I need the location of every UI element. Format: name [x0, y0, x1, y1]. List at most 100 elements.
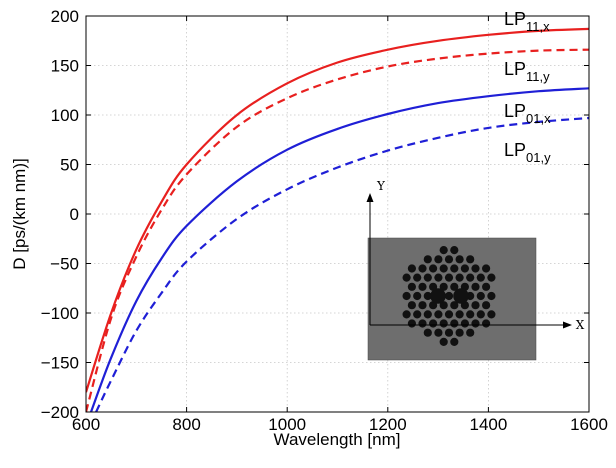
air-hole — [423, 328, 432, 337]
x-tick-label: 600 — [72, 415, 100, 434]
air-hole — [413, 273, 422, 282]
air-hole — [444, 255, 454, 264]
series-label-01-y: LP01,y — [504, 140, 551, 165]
air-hole — [444, 273, 454, 282]
air-hole — [466, 310, 475, 319]
y-tick-label: 200 — [51, 7, 79, 26]
air-hole — [418, 319, 427, 328]
air-hole — [450, 337, 459, 346]
air-hole — [455, 328, 464, 337]
air-hole — [407, 301, 416, 310]
y-tick-label: 0 — [70, 205, 79, 224]
series-line-11-x — [86, 27, 589, 393]
x-tick-label: 800 — [172, 415, 200, 434]
air-hole — [460, 264, 469, 273]
air-hole — [439, 319, 448, 328]
air-hole — [407, 282, 416, 291]
air-hole — [450, 246, 459, 255]
y-tick-label: 100 — [51, 106, 79, 125]
air-hole — [482, 301, 491, 310]
large-air-hole — [430, 288, 446, 304]
series-label-11-x: LP11,x — [504, 9, 550, 34]
inset-y-arrow-icon — [366, 193, 374, 202]
air-hole — [455, 310, 464, 319]
x-tick-label: 1400 — [469, 415, 507, 434]
air-hole — [423, 310, 432, 319]
air-hole — [471, 301, 480, 310]
x-axis-label: Wavelength [nm] — [274, 430, 401, 449]
large-air-hole — [453, 288, 469, 304]
air-hole — [439, 337, 448, 346]
air-hole — [444, 328, 454, 337]
air-hole — [476, 273, 485, 282]
y-tick-label: −150 — [41, 354, 79, 373]
air-hole — [471, 264, 480, 273]
air-hole — [476, 291, 485, 301]
y-tick-label: 150 — [51, 57, 79, 76]
air-hole — [482, 282, 491, 291]
air-hole — [476, 310, 485, 319]
air-hole — [439, 246, 448, 255]
air-hole — [450, 319, 459, 328]
series-label-11-y: LP11,y — [504, 59, 550, 84]
x-tick-label: 1600 — [570, 415, 608, 434]
air-hole — [444, 291, 454, 301]
air-hole — [471, 282, 480, 291]
air-hole — [418, 282, 427, 291]
air-hole — [407, 264, 416, 273]
series-label-01-x: LP01,x — [504, 101, 551, 126]
air-hole — [455, 255, 464, 264]
fiber-inset: Y X — [366, 179, 585, 361]
air-hole — [434, 328, 443, 337]
air-hole — [482, 319, 491, 328]
air-hole — [423, 273, 432, 282]
air-hole — [471, 319, 480, 328]
air-hole — [402, 310, 411, 319]
y-tick-label: −100 — [41, 304, 79, 323]
inset-y-axis-label: Y — [376, 179, 386, 193]
air-hole — [423, 291, 432, 301]
air-hole — [429, 319, 438, 328]
air-hole — [429, 264, 438, 273]
air-hole — [439, 264, 448, 273]
air-hole — [434, 310, 443, 319]
air-hole — [466, 273, 475, 282]
inset-x-arrow-icon — [563, 321, 572, 329]
air-hole — [423, 255, 432, 264]
air-hole — [439, 301, 448, 310]
air-hole — [466, 255, 475, 264]
air-hole — [434, 255, 443, 264]
air-hole — [487, 273, 496, 282]
series-layer — [86, 27, 589, 412]
x-tick-label: 1200 — [369, 415, 407, 434]
air-hole — [487, 291, 496, 301]
air-hole — [450, 264, 459, 273]
y-axis-label: D [ps/(km nm)] — [10, 158, 29, 269]
y-tick-label: 50 — [60, 156, 79, 175]
series-labels: LP11,x LP11,y LP01,x LP01,y — [504, 9, 551, 165]
air-hole — [402, 291, 411, 301]
air-hole — [418, 264, 427, 273]
y-tick-label: −50 — [50, 255, 79, 274]
air-hole — [444, 310, 454, 319]
air-hole — [450, 282, 459, 291]
air-hole — [466, 328, 475, 337]
air-hole — [413, 291, 422, 301]
air-hole — [434, 273, 443, 282]
air-hole — [413, 310, 422, 319]
tick-labels: 600 800 1000 1200 1400 1600 200 150 100 50 0 −50 −10… — [41, 7, 608, 434]
air-hole — [460, 319, 469, 328]
air-hole — [418, 301, 427, 310]
air-hole — [407, 319, 416, 328]
air-hole — [482, 264, 491, 273]
inset-x-axis-label: X — [576, 318, 585, 332]
air-hole — [455, 273, 464, 282]
air-hole — [439, 282, 448, 291]
series-line-01-y — [95, 116, 589, 412]
series-line-01-x — [89, 87, 589, 412]
air-hole — [487, 310, 496, 319]
series-line-11-y — [86, 48, 589, 412]
y-tick-label: −200 — [41, 403, 79, 422]
air-hole — [402, 273, 411, 282]
